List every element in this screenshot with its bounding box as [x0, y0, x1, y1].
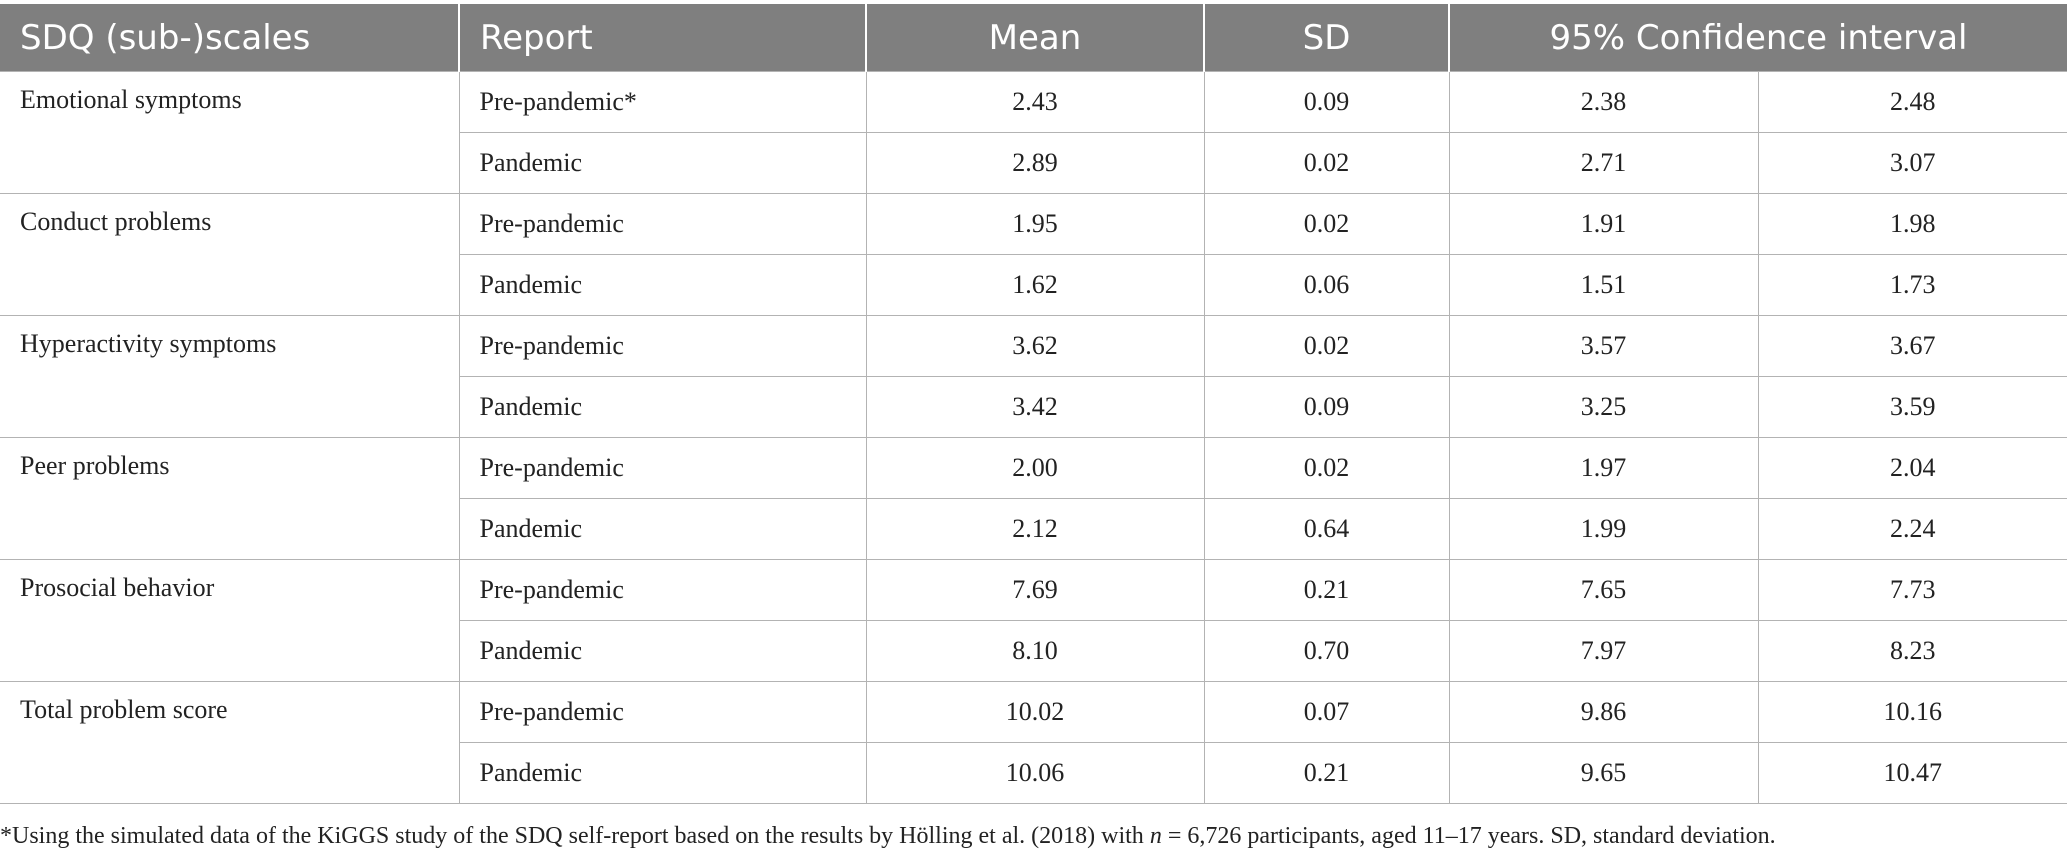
header-report: Report: [458, 4, 866, 72]
mean-cell: 10.06: [865, 742, 1205, 804]
ci-lower-cell: 1.91: [1448, 193, 1759, 255]
report-cell: Pandemic: [459, 498, 867, 560]
report-cell: Pandemic: [459, 132, 867, 194]
sd-cell: 0.02: [1203, 437, 1450, 499]
table-row: Pandemic 1.62 0.06 1.51 1.73: [0, 254, 2067, 316]
ci-lower-cell: 3.57: [1448, 315, 1759, 377]
ci-upper-cell: 8.23: [1757, 620, 2067, 682]
ci-upper-cell: 10.47: [1757, 742, 2067, 804]
mean-cell: 8.10: [865, 620, 1205, 682]
mean-cell: 3.42: [865, 376, 1205, 438]
report-cell: Pre-pandemic*: [458, 71, 867, 133]
table-row: Hyperactivity symptoms Pre-pandemic 3.62 0.…: [0, 315, 2067, 438]
table-row: Prosocial behavior Pre-pandemic 7.69 0.21 7.…: [0, 559, 2067, 682]
sd-cell: 0.64: [1203, 498, 1450, 560]
table-row: Pandemic 2.89 0.02 2.71 3.07: [0, 132, 2067, 194]
ci-lower-cell: 1.99: [1448, 498, 1759, 560]
results-table-container: SDQ (sub-)scales Report Mean SD 95% Conf…: [0, 4, 2067, 804]
report-cell: Pre-pandemic: [458, 681, 867, 743]
scale-cell: Prosocial behavior: [0, 559, 460, 682]
ci-upper-cell: 2.04: [1757, 437, 2067, 499]
scale-cell: Hyperactivity symptoms: [0, 315, 460, 438]
sd-cell: 0.02: [1203, 193, 1450, 255]
sd-cell: 0.09: [1203, 71, 1450, 133]
ci-upper-cell: 1.73: [1757, 254, 2067, 316]
scale-cell: Peer problems: [0, 437, 460, 560]
report-cell: Pandemic: [459, 742, 867, 804]
mean-cell: 10.02: [865, 681, 1205, 743]
report-cell: Pre-pandemic: [458, 437, 867, 499]
mean-cell: 1.95: [865, 193, 1205, 255]
table-row: Peer problems Pre-pandemic 2.00 0.02 1.97 2.0…: [0, 437, 2067, 560]
mean-cell: 3.62: [865, 315, 1205, 377]
header-row: SDQ (sub-)scales Report Mean SD 95% Conf…: [0, 4, 2067, 72]
table-row: Pandemic 8.10 0.70 7.97 8.23: [0, 620, 2067, 682]
ci-lower-cell: 9.65: [1448, 742, 1759, 804]
table-header: SDQ (sub-)scales Report Mean SD 95% Conf…: [0, 4, 2067, 72]
ci-lower-cell: 2.38: [1448, 71, 1759, 133]
report-cell: Pre-pandemic: [458, 559, 867, 621]
ci-lower-cell: 1.51: [1448, 254, 1759, 316]
table-footnote: *Using the simulated data of the KiGGS s…: [0, 823, 2067, 850]
footnote-text-end: = 6,726 participants, aged 11–17 years. …: [1161, 823, 1776, 849]
mean-cell: 2.00: [865, 437, 1205, 499]
footnote-text-start: *Using the simulated data of the KiGGS s…: [0, 823, 1150, 849]
mean-cell: 2.43: [865, 71, 1205, 133]
ci-upper-cell: 1.98: [1757, 193, 2067, 255]
ci-upper-cell: 3.59: [1757, 376, 2067, 438]
ci-upper-cell: 7.73: [1757, 559, 2067, 621]
sd-cell: 0.09: [1203, 376, 1450, 438]
ci-upper-cell: 10.16: [1757, 681, 2067, 743]
report-cell: Pandemic: [459, 254, 867, 316]
ci-lower-cell: 1.97: [1448, 437, 1759, 499]
mean-cell: 7.69: [865, 559, 1205, 621]
sdq-results-table: SDQ (sub-)scales Report Mean SD 95% Conf…: [0, 4, 2067, 804]
table-row: Total problem score Pre-pandemic 10.02 0.07…: [0, 681, 2067, 804]
ci-upper-cell: 3.67: [1757, 315, 2067, 377]
ci-lower-cell: 3.25: [1448, 376, 1759, 438]
mean-cell: 1.62: [865, 254, 1205, 316]
ci-upper-cell: 3.07: [1757, 132, 2067, 194]
table-row: Conduct problems Pre-pandemic 1.95 0.02 1.91…: [0, 193, 2067, 316]
scale-cell: Emotional symptoms: [0, 71, 460, 194]
table-row: Pandemic 10.06 0.21 9.65 10.47: [0, 742, 2067, 804]
ci-lower-cell: 7.65: [1448, 559, 1759, 621]
sd-cell: 0.02: [1203, 315, 1450, 377]
header-sd: SD: [1203, 4, 1449, 72]
header-confidence-interval: 95% Confidence interval: [1447, 4, 2067, 72]
report-cell: Pre-pandemic: [458, 193, 867, 255]
sd-cell: 0.02: [1203, 132, 1450, 194]
header-mean: Mean: [865, 4, 1204, 72]
ci-lower-cell: 2.71: [1448, 132, 1759, 194]
ci-lower-cell: 9.86: [1448, 681, 1759, 743]
sd-cell: 0.70: [1203, 620, 1450, 682]
ci-upper-cell: 2.48: [1757, 71, 2067, 133]
report-cell: Pandemic: [459, 376, 867, 438]
table-body: Emotional symptoms Pre-pandemic* 2.43 0.09 2…: [0, 71, 2067, 804]
report-cell: Pandemic: [459, 620, 867, 682]
table-row: Pandemic 3.42 0.09 3.25 3.59: [0, 376, 2067, 438]
sd-cell: 0.21: [1203, 559, 1450, 621]
header-scales: SDQ (sub-)scales: [0, 4, 459, 72]
footnote-n-symbol: n: [1149, 823, 1162, 849]
scale-cell: Conduct problems: [0, 193, 460, 316]
mean-cell: 2.12: [865, 498, 1205, 560]
sd-cell: 0.07: [1203, 681, 1450, 743]
ci-upper-cell: 2.24: [1757, 498, 2067, 560]
scale-cell: Total problem score: [0, 681, 460, 804]
table-row: Emotional symptoms Pre-pandemic* 2.43 0.09 2…: [0, 71, 2067, 194]
ci-lower-cell: 7.97: [1448, 620, 1759, 682]
mean-cell: 2.89: [865, 132, 1205, 194]
report-cell: Pre-pandemic: [458, 315, 867, 377]
sd-cell: 0.21: [1203, 742, 1450, 804]
sd-cell: 0.06: [1203, 254, 1450, 316]
